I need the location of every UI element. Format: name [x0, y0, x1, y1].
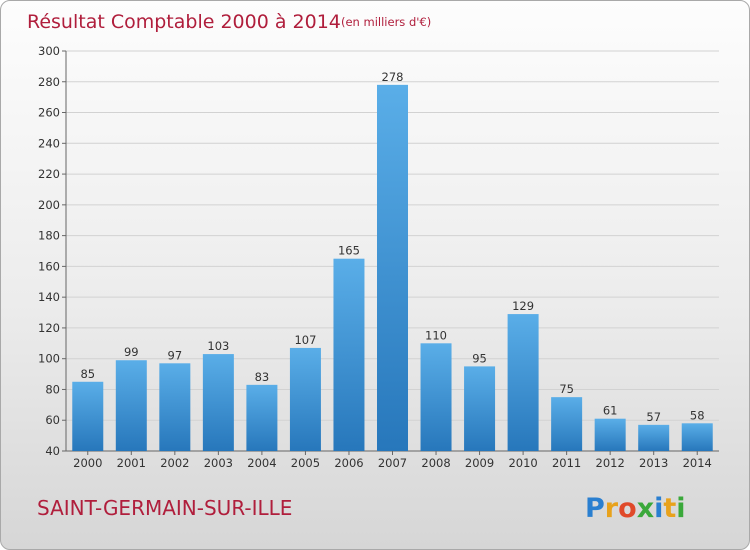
y-tick-label: 40: [45, 444, 60, 458]
logo-letter: P: [585, 493, 605, 524]
y-tick-label: 280: [38, 75, 60, 89]
logo-letter: i: [676, 493, 685, 524]
data-label: 110: [425, 328, 447, 342]
bar: [202, 354, 234, 451]
data-label: 75: [559, 382, 574, 396]
y-tick-label: 260: [38, 106, 60, 120]
x-tick-label: 2009: [465, 456, 494, 470]
logo-letter: o: [618, 493, 637, 524]
x-tick-label: 2010: [508, 456, 537, 470]
bar: [420, 343, 452, 451]
chart-title: Résultat Comptable 2000 à 2014: [27, 11, 341, 33]
x-tick-label: 2004: [247, 456, 276, 470]
data-label: 165: [338, 244, 360, 258]
chart-subtitle: (en milliers d'€): [341, 15, 431, 29]
bar: [159, 363, 191, 451]
x-tick-label: 2005: [291, 456, 320, 470]
x-tick-label: 2012: [596, 456, 625, 470]
bar: [377, 84, 408, 451]
y-tick-label: 240: [38, 136, 60, 150]
data-label: 57: [646, 410, 661, 424]
data-label: 83: [255, 370, 270, 384]
x-tick-label: 2003: [204, 456, 233, 470]
logo-letter: x: [637, 493, 654, 524]
data-label: 58: [690, 408, 705, 422]
y-tick-label: 80: [45, 382, 60, 396]
bar: [638, 424, 670, 451]
data-label: 85: [80, 367, 95, 381]
x-tick-label: 2014: [683, 456, 712, 470]
bar: [551, 397, 583, 451]
x-tick-label: 2000: [73, 456, 102, 470]
data-label: 61: [603, 404, 618, 418]
data-label: 129: [512, 299, 534, 313]
y-tick-label: 120: [38, 321, 60, 335]
bar: [333, 258, 365, 451]
data-label: 278: [382, 70, 404, 84]
bar: [289, 347, 321, 451]
bar: [507, 314, 539, 451]
x-tick-label: 2002: [160, 456, 189, 470]
bar: [464, 366, 496, 451]
bar: [246, 384, 278, 451]
bar: [115, 360, 147, 451]
x-tick-label: 2011: [552, 456, 581, 470]
y-tick-label: 100: [38, 352, 60, 366]
y-tick-label: 200: [38, 198, 60, 212]
logo-letter: i: [654, 493, 663, 524]
y-tick-label: 160: [38, 259, 60, 273]
x-tick-label: 2006: [334, 456, 363, 470]
y-tick-label: 220: [38, 167, 60, 181]
bar: [72, 381, 104, 451]
data-label: 103: [207, 339, 229, 353]
proxiti-logo: Proxiti: [585, 493, 686, 524]
commune-name: SAINT-GERMAIN-SUR-ILLE: [37, 496, 292, 520]
x-tick-label: 2008: [421, 456, 450, 470]
data-label: 97: [168, 348, 183, 362]
y-tick-label: 300: [38, 44, 60, 58]
x-tick-label: 2013: [639, 456, 668, 470]
y-tick-label: 60: [45, 413, 60, 427]
bar: [681, 423, 713, 451]
data-label: 95: [472, 351, 487, 365]
logo-letter: t: [663, 493, 676, 524]
y-tick-label: 180: [38, 229, 60, 243]
data-label: 99: [124, 345, 139, 359]
x-tick-label: 2007: [378, 456, 407, 470]
y-tick-label: 140: [38, 290, 60, 304]
x-tick-label: 2001: [117, 456, 146, 470]
logo-letter: r: [605, 493, 619, 524]
data-label: 107: [294, 333, 316, 347]
bar: [594, 418, 626, 451]
